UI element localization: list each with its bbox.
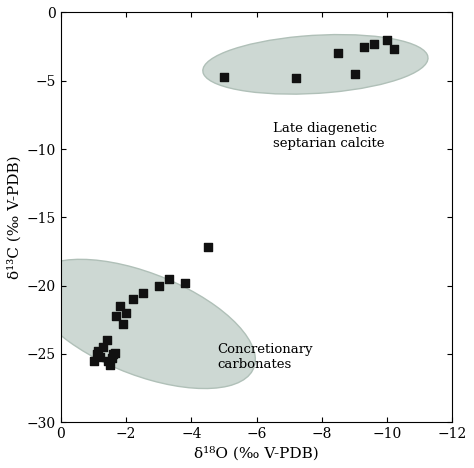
Point (96, 353, 104, 360)
Point (119, 320, 127, 328)
Point (383, 36, 391, 44)
Point (109, 350, 117, 358)
Text: Concretionary
carbonates: Concretionary carbonates (218, 343, 313, 371)
Ellipse shape (203, 35, 428, 94)
Point (108, 354, 115, 362)
Point (113, 312, 120, 320)
Point (129, 296, 137, 303)
Point (100, 344, 107, 351)
Point (95, 348, 102, 355)
Text: Late diagenetic
septarian calcite: Late diagenetic septarian calcite (273, 122, 384, 150)
Point (204, 244, 211, 251)
Point (90, 357, 97, 365)
Point (351, 70, 358, 78)
X-axis label: δ¹⁸O (‰ V-PDB): δ¹⁸O (‰ V-PDB) (194, 447, 319, 461)
Point (335, 50, 342, 57)
Y-axis label: δ¹³C (‰ V-PDB): δ¹³C (‰ V-PDB) (7, 155, 21, 279)
Point (292, 74, 300, 82)
Point (155, 282, 163, 289)
Point (390, 45, 398, 53)
Point (370, 40, 378, 48)
Point (111, 349, 118, 356)
Point (103, 336, 110, 344)
Point (116, 302, 123, 310)
Point (93, 350, 100, 358)
Point (122, 309, 130, 317)
Point (139, 289, 146, 296)
Point (220, 73, 228, 80)
Point (181, 279, 189, 287)
Point (361, 43, 368, 51)
Point (106, 361, 114, 369)
Point (104, 357, 112, 365)
Ellipse shape (30, 259, 255, 388)
Point (165, 275, 173, 283)
